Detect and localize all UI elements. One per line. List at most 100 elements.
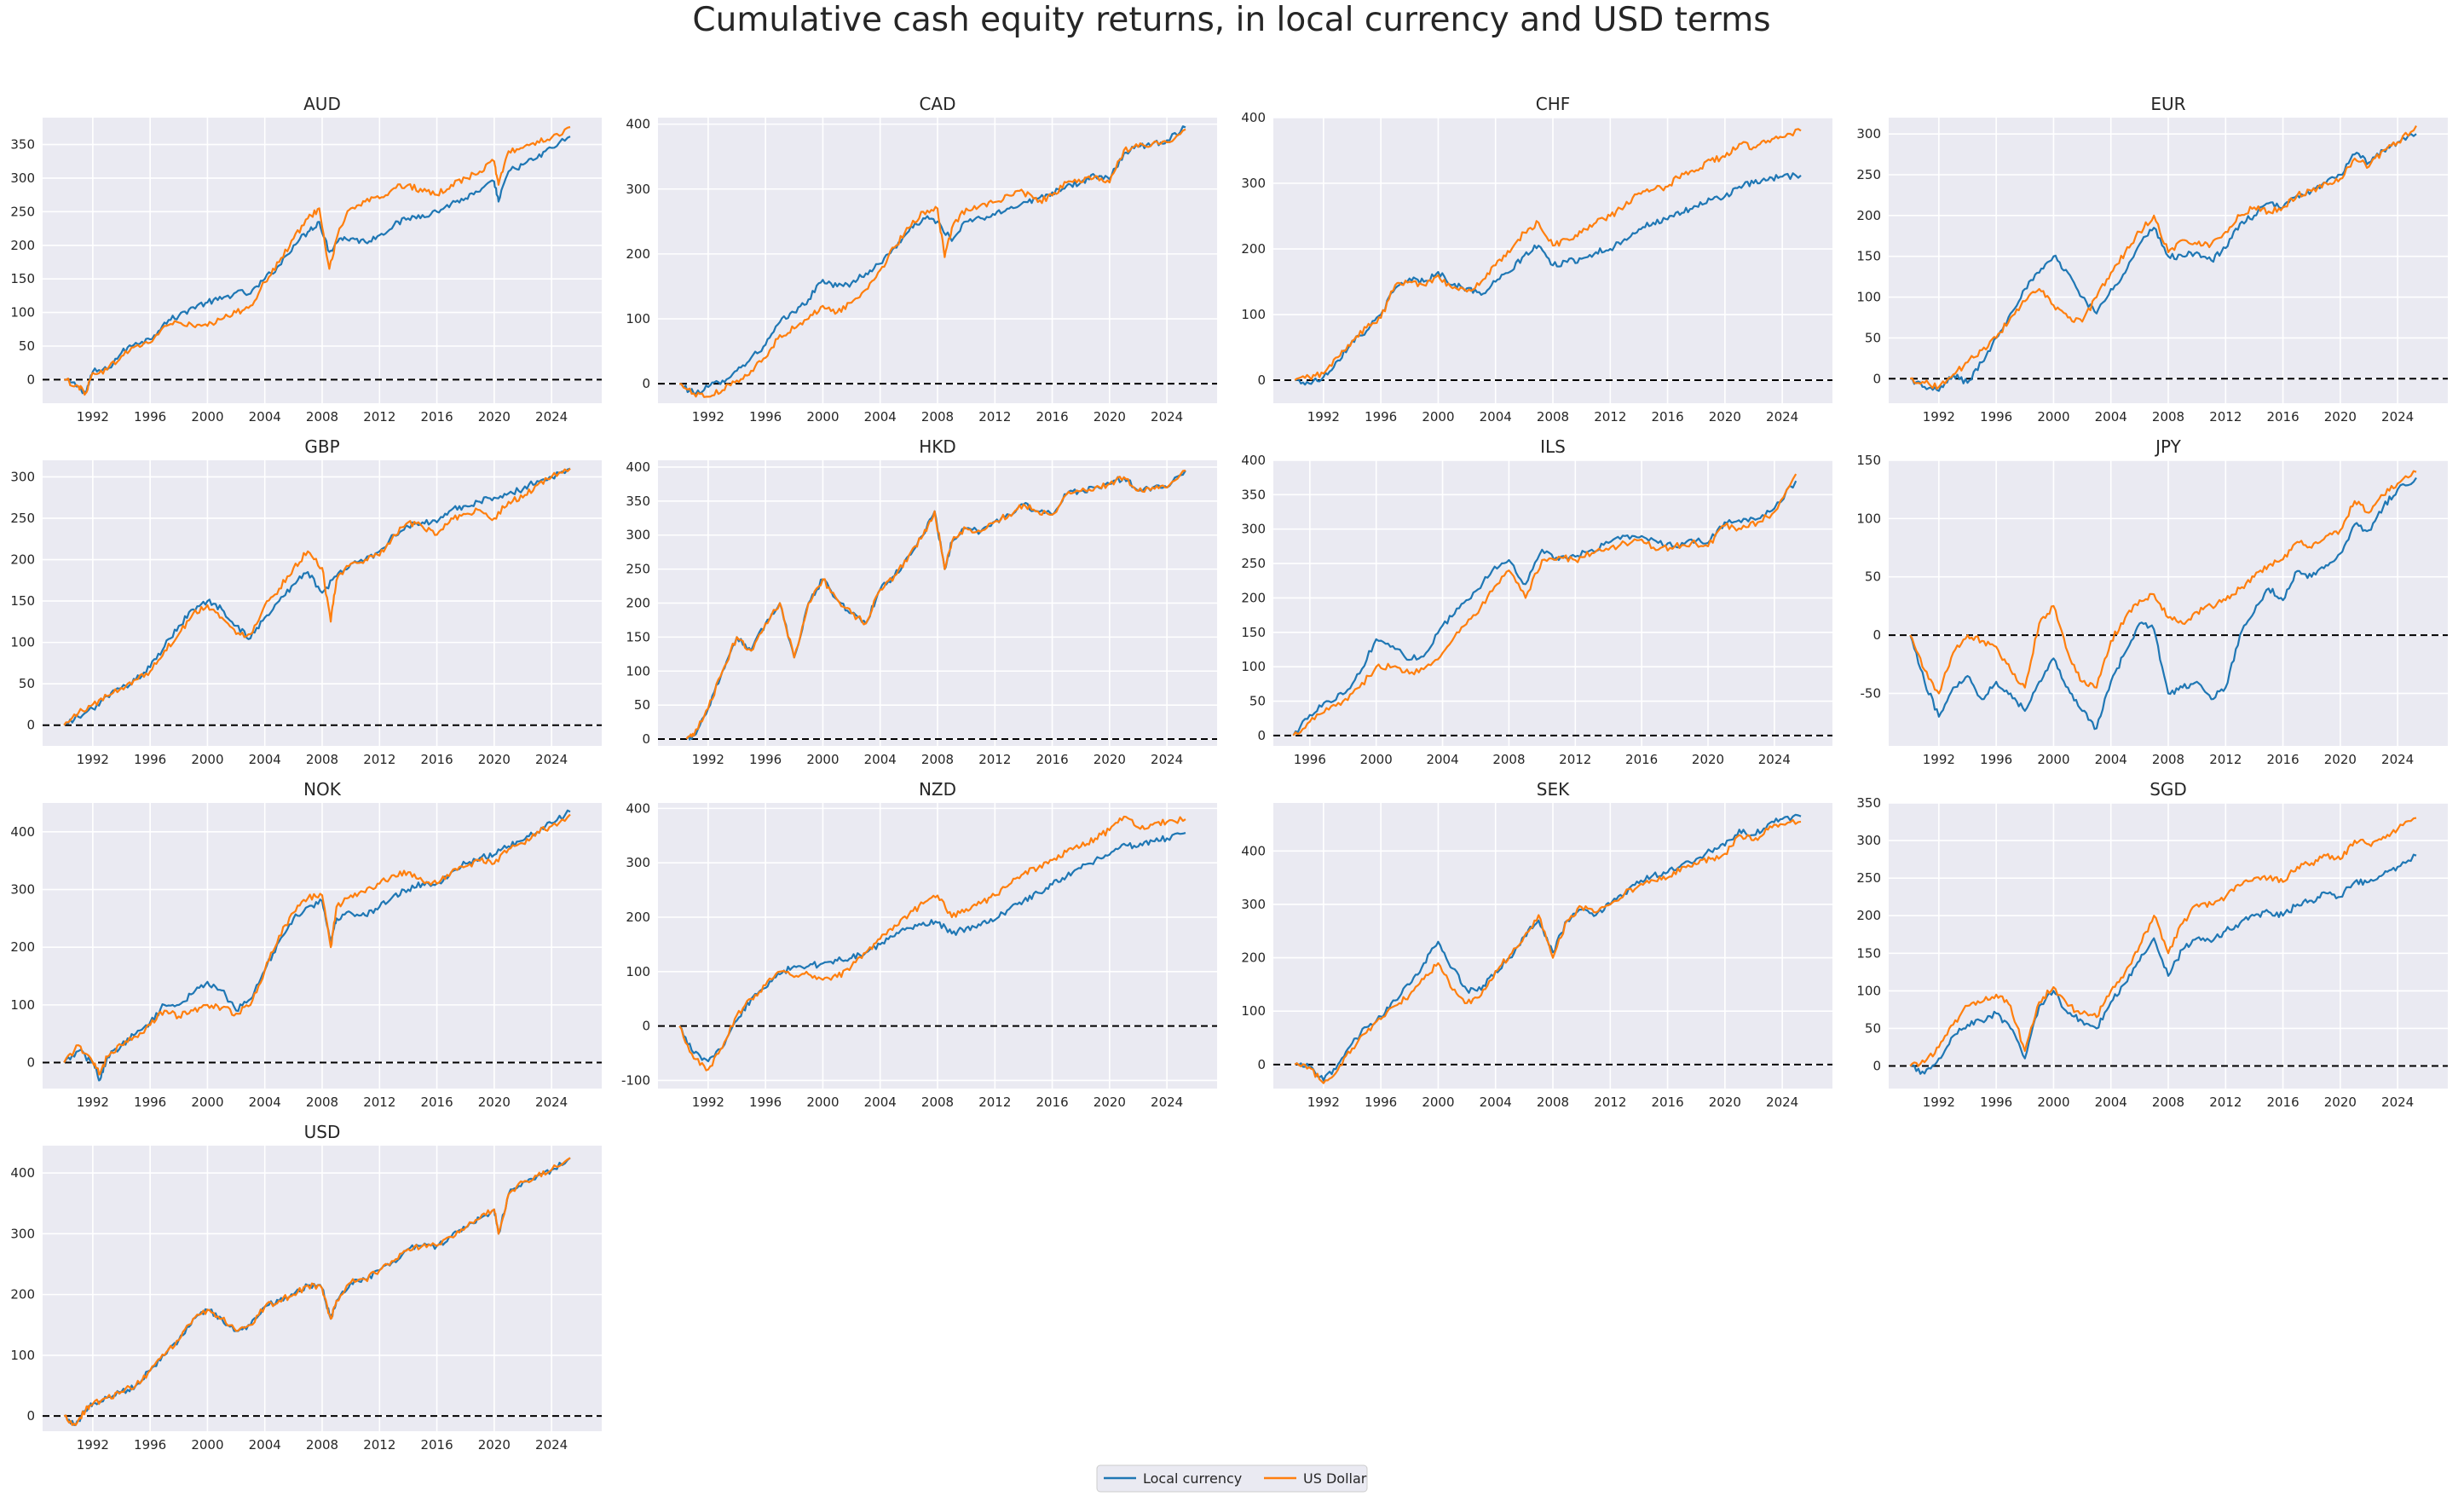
y-tick-label: 250 [10, 511, 35, 526]
panel-aud: 0 50 100 150 200 250 300 350 1992 1996 2000 2004 200… [10, 94, 602, 425]
x-tick-label: 2016 [420, 752, 453, 767]
y-tick-label: 300 [10, 882, 35, 898]
panel-title: JPY [2154, 436, 2182, 457]
y-tick-label: 50 [1865, 330, 1881, 345]
x-tick-label: 2012 [1594, 409, 1626, 425]
y-tick-label: 0 [26, 718, 35, 733]
y-tick-label: 0 [26, 372, 35, 387]
y-tick-label: 100 [1241, 307, 1266, 322]
x-tick-label: 1996 [1980, 1095, 2012, 1110]
x-tick-label: 2008 [2152, 752, 2184, 767]
panel-title: AUD [303, 94, 341, 114]
y-tick-label: 50 [1249, 694, 1266, 709]
x-tick-label: 2000 [806, 1095, 839, 1110]
x-tick-label: 2004 [249, 1095, 281, 1110]
x-tick-label: 2004 [864, 409, 897, 425]
y-tick-label: -100 [621, 1072, 650, 1088]
x-tick-label: 1992 [1307, 1095, 1340, 1110]
series-line-local-currency [1292, 480, 1798, 736]
x-tick-label: 2016 [1036, 1095, 1068, 1110]
series-line-local-currency [63, 809, 571, 1082]
y-tick-label: 300 [626, 182, 650, 197]
x-tick-label: 2016 [1036, 752, 1068, 767]
panel-sek: 0 100 200 300 400 1992 1996 2000 2004 2008 2012 201… [1241, 779, 1832, 1110]
panel-title: SEK [1537, 779, 1570, 800]
y-tick-label: 300 [1241, 897, 1266, 912]
y-tick-label: 250 [1856, 167, 1881, 182]
y-tick-label: 0 [1257, 1057, 1266, 1072]
x-tick-label: 2008 [921, 1095, 954, 1110]
y-tick-label: 200 [1856, 908, 1881, 923]
y-tick-label: 300 [10, 1226, 35, 1241]
y-tick-label: 150 [1856, 453, 1881, 468]
x-tick-label: 2000 [191, 1437, 223, 1453]
x-tick-label: 2016 [2266, 409, 2299, 425]
x-tick-label: 2016 [2266, 1095, 2299, 1110]
series-line-us-dollar [1909, 125, 2417, 390]
y-tick-label: -50 [1861, 685, 1882, 701]
x-tick-label: 2008 [921, 409, 954, 425]
x-tick-label: 2004 [2095, 752, 2127, 767]
x-tick-label: 2000 [191, 752, 223, 767]
x-tick-label: 2012 [978, 752, 1011, 767]
y-tick-label: 400 [626, 117, 650, 132]
series-line-us-dollar [63, 467, 571, 726]
series-line-us-dollar [1909, 817, 2417, 1067]
y-tick-label: 200 [1856, 208, 1881, 223]
plot-area [1273, 460, 1832, 746]
x-tick-label: 2004 [2095, 1095, 2127, 1110]
x-tick-label: 2004 [249, 409, 281, 425]
x-tick-label: 2008 [2152, 409, 2184, 425]
legend: Local currency US Dollar [1096, 1464, 1368, 1493]
x-tick-label: 2020 [2324, 409, 2357, 425]
panel-nzd: -100 0 100 200 300 400 1992 1996 2000 2004 2008 201… [621, 779, 1217, 1110]
x-tick-label: 2020 [478, 1095, 511, 1110]
x-tick-label: 1996 [749, 1095, 782, 1110]
x-tick-label: 2004 [1480, 1095, 1512, 1110]
x-tick-label: 2004 [2095, 409, 2127, 425]
x-tick-label: 2016 [2266, 752, 2299, 767]
y-tick-label: 100 [10, 1348, 35, 1363]
y-tick-label: 350 [1241, 487, 1266, 502]
x-tick-label: 2016 [420, 1437, 453, 1453]
x-tick-label: 2024 [2381, 1095, 2414, 1110]
y-tick-label: 300 [626, 528, 650, 543]
x-tick-label: 2012 [363, 409, 395, 425]
x-tick-label: 2004 [1480, 409, 1512, 425]
y-tick-label: 0 [642, 1019, 650, 1034]
x-tick-label: 2020 [478, 1437, 511, 1453]
panel-cad: 0 100 200 300 400 1992 1996 2000 2004 2008 2012 201… [626, 94, 1217, 425]
x-tick-label: 1996 [134, 1437, 166, 1453]
x-tick-label: 2020 [1692, 752, 1724, 767]
y-tick-label: 100 [626, 964, 650, 979]
x-tick-label: 2000 [2037, 1095, 2069, 1110]
x-tick-label: 2020 [1094, 409, 1126, 425]
y-tick-label: 50 [1865, 1020, 1881, 1036]
x-tick-label: 2024 [1151, 1095, 1183, 1110]
x-tick-label: 2008 [1537, 1095, 1569, 1110]
panel-hkd: 0 50 100 150 200 250 300 350 400 1992 1996 2000 2004… [626, 436, 1217, 767]
panel-title: HKD [919, 436, 956, 457]
y-tick-label: 350 [1856, 795, 1881, 811]
y-tick-label: 200 [626, 596, 650, 611]
x-tick-label: 2024 [2381, 409, 2414, 425]
x-tick-label: 2024 [1758, 752, 1791, 767]
y-tick-label: 400 [1241, 843, 1266, 858]
x-tick-label: 2012 [2209, 1095, 2242, 1110]
y-tick-label: 0 [26, 1055, 35, 1071]
y-tick-label: 200 [10, 552, 35, 568]
panel-title: CHF [1536, 94, 1571, 114]
x-tick-label: 2008 [306, 409, 338, 425]
series-line-us-dollar [678, 128, 1186, 398]
panel-sgd: 0 50 100 150 200 250 300 350 1992 1996 2000 2004 200… [1856, 779, 2448, 1110]
y-tick-label: 150 [1856, 249, 1881, 264]
series-line-us-dollar [64, 125, 571, 396]
x-tick-label: 1992 [1923, 1095, 1955, 1110]
x-tick-label: 2020 [2324, 752, 2357, 767]
panel-title: SGD [2150, 779, 2187, 800]
x-tick-label: 2012 [1559, 752, 1591, 767]
series-line-local-currency [1294, 172, 1802, 386]
y-tick-label: 200 [10, 238, 35, 253]
